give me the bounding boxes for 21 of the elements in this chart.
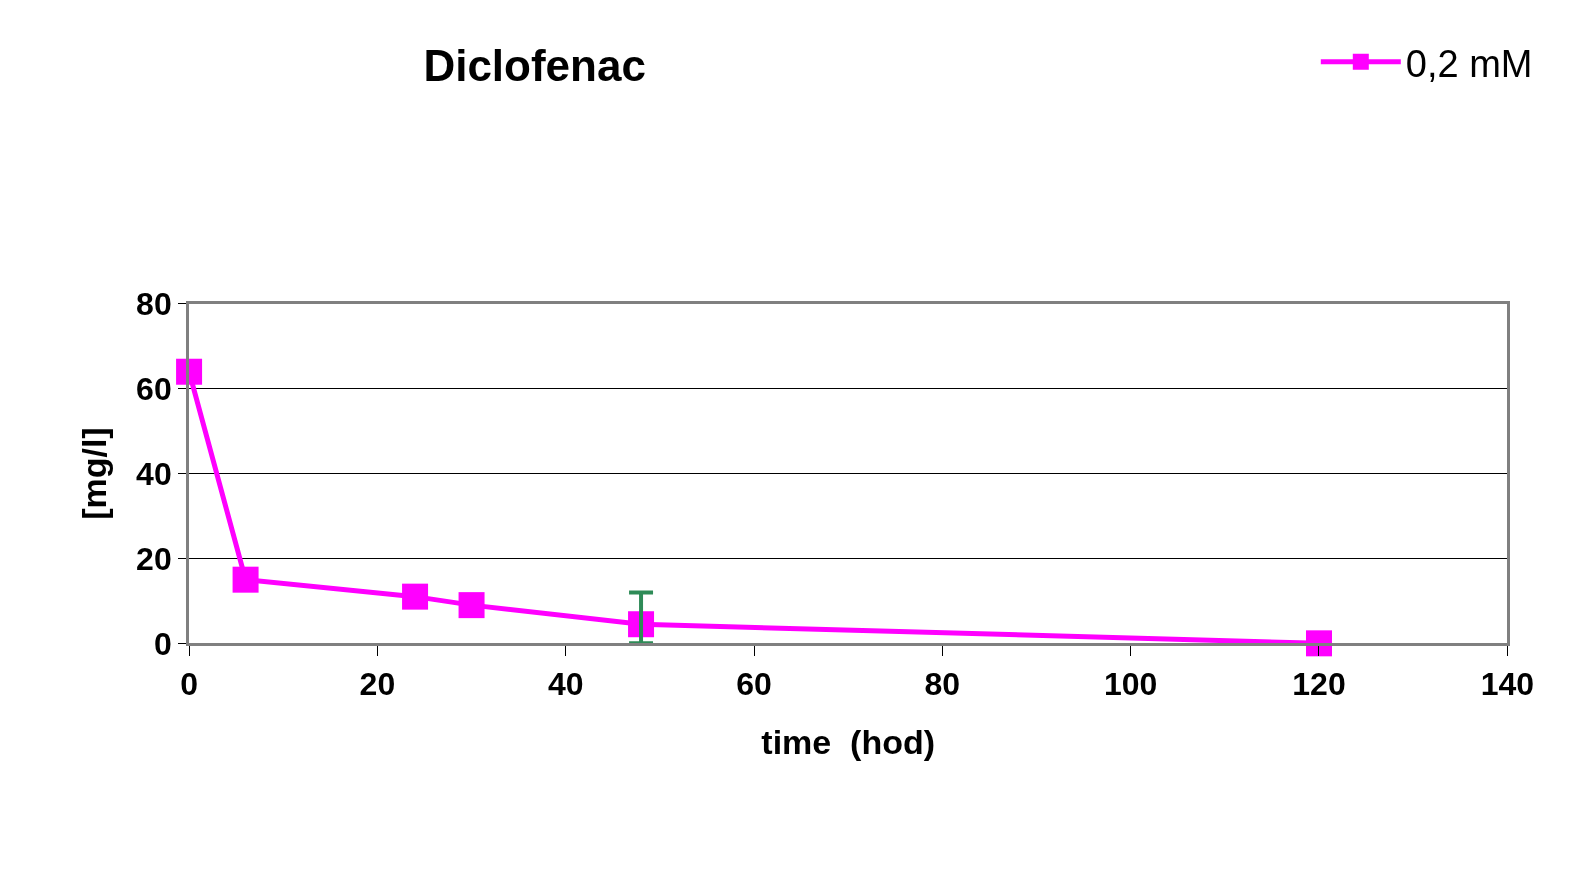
x-tick-label: 80	[924, 665, 961, 702]
x-tick-label: 0	[180, 665, 198, 702]
x-tick-label: 60	[736, 665, 772, 702]
y-tick-label: 0	[153, 625, 172, 662]
chart-title: Diclofenac	[423, 40, 646, 90]
y-axis-title: [mg/l]	[74, 427, 113, 520]
y-tick-label: 60	[136, 370, 172, 407]
y-tick-label: 40	[136, 455, 172, 492]
y-tick-label: 20	[136, 540, 172, 577]
x-axis-title: time (hod)	[761, 723, 936, 762]
x-tick-label: 20	[359, 665, 396, 702]
x-tick-label: 120	[1292, 665, 1346, 702]
y-tick-label: 80	[136, 286, 172, 323]
legend-label: 0,2 mM	[1405, 42, 1533, 85]
x-tick-label: 40	[547, 665, 584, 702]
point	[458, 592, 485, 619]
x-tick-label: 140	[1480, 665, 1535, 702]
point	[1306, 630, 1332, 657]
point	[232, 566, 259, 593]
x-tick-label: 100	[1103, 665, 1158, 702]
point	[402, 583, 429, 610]
